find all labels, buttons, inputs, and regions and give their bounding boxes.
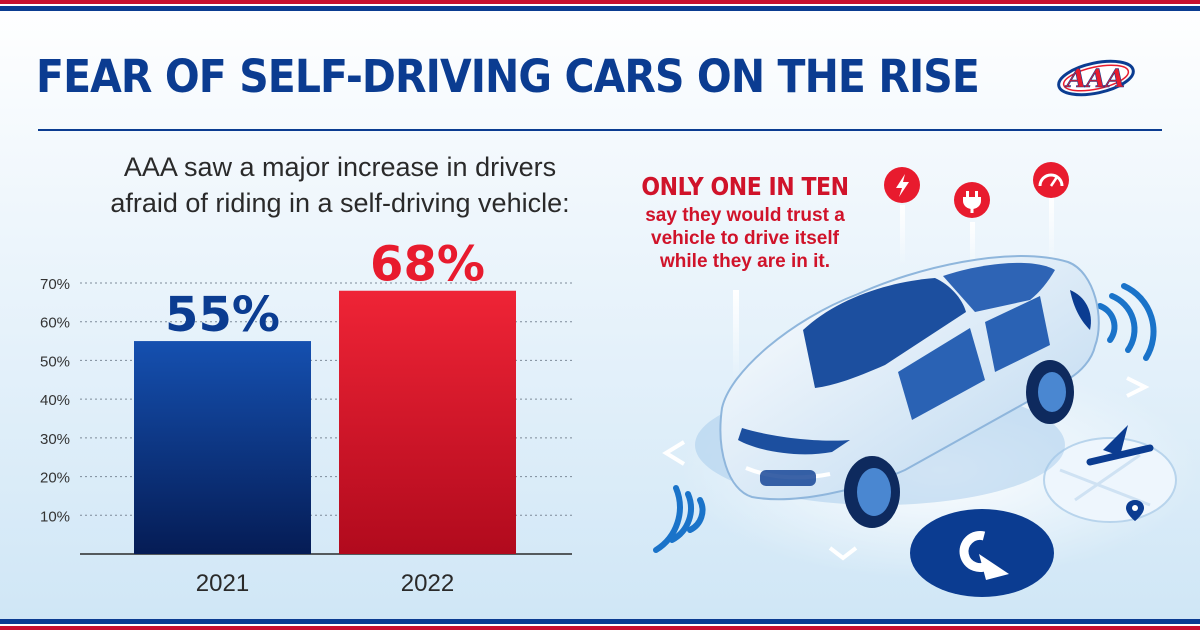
x-category-label: 2021 — [196, 570, 249, 597]
turn-arrow-icon — [910, 509, 1054, 597]
page-title: FEAR OF SELF-DRIVING CARS ON THE RISE — [36, 50, 980, 103]
sensor-beam — [1049, 195, 1054, 265]
aaa-logo: AAA — [1057, 59, 1135, 97]
speedometer-icon — [1033, 162, 1069, 198]
y-tick-label: 60% — [40, 315, 70, 332]
location-pin-icon — [1126, 500, 1144, 521]
x-category-label: 2022 — [401, 570, 454, 597]
y-tick-label: 20% — [40, 470, 70, 487]
y-tick-label: 40% — [40, 392, 70, 409]
signal-waves-right-icon — [1097, 283, 1157, 361]
signal-waves-left-icon — [653, 485, 706, 553]
y-tick-label: 70% — [40, 276, 70, 293]
y-tick-label: 30% — [40, 431, 70, 448]
bar-value-label: 68% — [370, 237, 485, 293]
map-disc — [1043, 425, 1177, 523]
top-stripe — [0, 0, 1200, 11]
title-divider — [38, 129, 1162, 131]
trust-callout: ONLY ONE IN TEN say they would trust a v… — [600, 172, 890, 273]
lightning-icon — [884, 167, 920, 203]
subtitle-line-2: afraid of riding in a self-driving vehic… — [110, 188, 570, 218]
callout-line-2: vehicle to drive itself — [651, 228, 839, 249]
chevron-right-icon — [1126, 376, 1150, 398]
callout-body: say they would trust a vehicle to drive … — [600, 204, 890, 273]
sensor-beam — [970, 222, 975, 272]
y-tick-label: 50% — [40, 353, 70, 370]
bar-2022 — [339, 290, 516, 554]
bottom-stripe — [0, 619, 1200, 630]
plug-icon — [954, 182, 990, 218]
callout-line-3: while they are in it. — [660, 251, 830, 272]
bar-chart: 10% 20% 30% 40% 50% 60% 70% 55% 2021 68% 2022 — [40, 237, 572, 597]
bar-value-label: 55% — [165, 287, 280, 343]
sensor-beam — [733, 290, 739, 380]
subtitle-line-1: AAA saw a major increase in drivers — [123, 152, 557, 182]
sensor-beam — [900, 205, 905, 265]
callout-headline: ONLY ONE IN TEN — [641, 172, 849, 201]
car — [695, 255, 1100, 528]
callout-line-1: say they would trust a — [645, 205, 845, 226]
chevron-down-icon — [828, 546, 858, 561]
chevron-left-icon — [662, 440, 686, 466]
bar-2021 — [134, 341, 311, 554]
y-tick-label: 10% — [40, 508, 70, 525]
svg-text:AAA: AAA — [1065, 64, 1125, 93]
chart-subtitle: AAA saw a major increase in drivers afra… — [60, 149, 620, 221]
